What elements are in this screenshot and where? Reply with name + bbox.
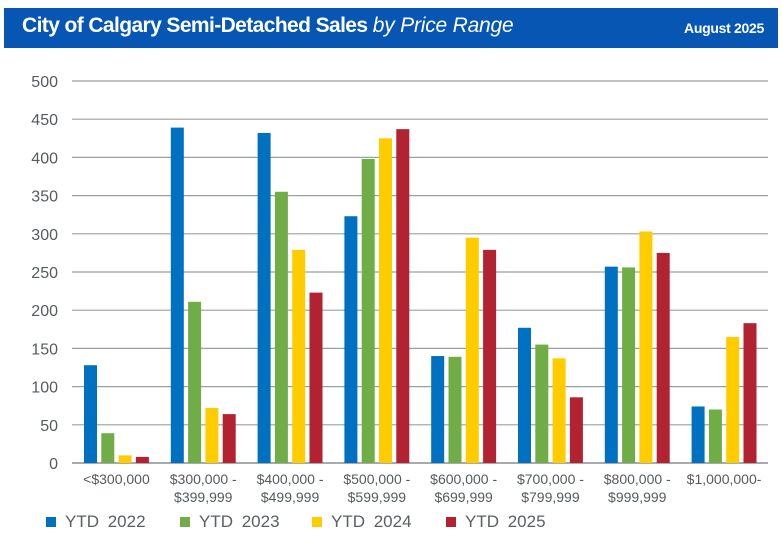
report-date: August 2025 [684, 20, 764, 36]
bars [84, 127, 757, 464]
bar-ytd-2025-5 [569, 397, 583, 463]
bar-ytd-2022-4 [431, 356, 445, 463]
y-tick-label: 400 [31, 150, 58, 167]
bar-ytd-2022-6 [604, 266, 618, 463]
bar-ytd-2024-7 [726, 336, 740, 463]
y-tick-label: 200 [31, 303, 58, 320]
legend-item: YTD 2024 [312, 512, 412, 532]
bar-chart: 0 50 100 150 200 250 300 350 400 450 500 <$300,000… [31, 74, 768, 505]
legend-label: YTD 2024 [331, 512, 412, 531]
bar-ytd-2025-0 [135, 456, 149, 463]
x-category-label: $499,999 [261, 489, 320, 505]
x-category-label: $799,999 [521, 489, 580, 505]
bar-ytd-2024-5 [552, 358, 566, 463]
legend-label: YTD 2023 [199, 512, 280, 531]
gridlines [72, 80, 768, 464]
x-category-label: $400,000 - [257, 471, 324, 487]
x-category-label: $399,999 [174, 489, 233, 505]
bar-ytd-2024-0 [118, 455, 132, 463]
x-category-label: $599,999 [348, 489, 407, 505]
bar-ytd-2025-3 [396, 129, 410, 463]
bar-ytd-2023-3 [361, 158, 375, 463]
x-category-label: $600,000 - [430, 471, 497, 487]
legend-item: YTD 2025 [446, 512, 546, 532]
bar-ytd-2025-4 [483, 249, 497, 463]
x-category-label: $699,999 [434, 489, 493, 505]
y-tick-label: 250 [31, 265, 58, 282]
x-category-label: $999,999 [608, 489, 667, 505]
y-tick-label: 450 [31, 112, 58, 129]
bar-ytd-2023-1 [188, 301, 202, 463]
bar-ytd-2022-1 [170, 127, 184, 463]
bar-ytd-2023-7 [708, 409, 722, 463]
bar-ytd-2025-1 [222, 414, 236, 463]
x-category-label: <$300,000 [83, 471, 150, 487]
chart-title-subtitle: by Price Range [372, 14, 514, 37]
bar-ytd-2024-3 [379, 138, 392, 464]
bar-ytd-2023-2 [274, 191, 288, 463]
legend-label: YTD 2025 [465, 512, 546, 531]
x-category-label: $1,000,000- [687, 471, 762, 487]
y-tick-label: 150 [31, 341, 58, 358]
y-tick-label: 50 [40, 418, 58, 435]
chart-title: City of Calgary Semi-Detached Sales by P… [22, 14, 514, 38]
bar-ytd-2025-7 [743, 323, 757, 463]
bar-ytd-2025-2 [309, 292, 323, 463]
y-axis-ticks: 0 50 100 150 200 250 300 350 400 450 500 [31, 74, 58, 473]
legend-item: YTD 2023 [180, 512, 280, 532]
chart-title-main: City of Calgary Semi-Detached Sales [22, 14, 368, 37]
legend-swatch [446, 517, 456, 527]
bar-ytd-2022-7 [691, 406, 705, 463]
bar-ytd-2023-0 [101, 433, 115, 463]
bar-ytd-2023-5 [535, 344, 549, 463]
y-tick-label: 100 [31, 380, 58, 397]
bar-ytd-2024-6 [639, 231, 653, 463]
bar-ytd-2023-4 [448, 356, 462, 463]
x-category-label: $500,000 - [343, 471, 410, 487]
x-category-label: $700,000 - [517, 471, 584, 487]
bar-ytd-2024-1 [205, 407, 219, 463]
bar-ytd-2022-0 [84, 365, 97, 463]
x-category-label: $800,000 - [604, 471, 671, 487]
x-category-label: $300,000 - [170, 471, 237, 487]
bar-ytd-2022-2 [257, 132, 271, 463]
y-tick-label: 300 [31, 227, 58, 244]
legend-swatch [180, 517, 190, 527]
bar-ytd-2023-6 [622, 267, 636, 463]
bar-ytd-2022-3 [344, 216, 358, 463]
y-tick-label: 0 [49, 456, 58, 473]
bar-ytd-2022-5 [518, 327, 531, 463]
y-tick-label: 500 [31, 74, 58, 91]
legend-item: YTD 2022 [46, 512, 146, 532]
legend-swatch [46, 517, 56, 527]
bar-ytd-2024-2 [292, 249, 306, 463]
x-axis-categories: <$300,000 $300,000 - $399,999 $400,000 - $49… [83, 471, 762, 505]
legend: YTD 2022 YTD 2023 YTD 2024 YTD 2025 [0, 512, 782, 542]
bar-ytd-2024-4 [465, 237, 479, 463]
y-tick-label: 350 [31, 189, 58, 206]
legend-label: YTD 2022 [65, 512, 146, 531]
title-banner: City of Calgary Semi-Detached Sales by P… [4, 8, 778, 48]
bar-ytd-2025-6 [656, 252, 670, 463]
legend-swatch [312, 517, 322, 527]
